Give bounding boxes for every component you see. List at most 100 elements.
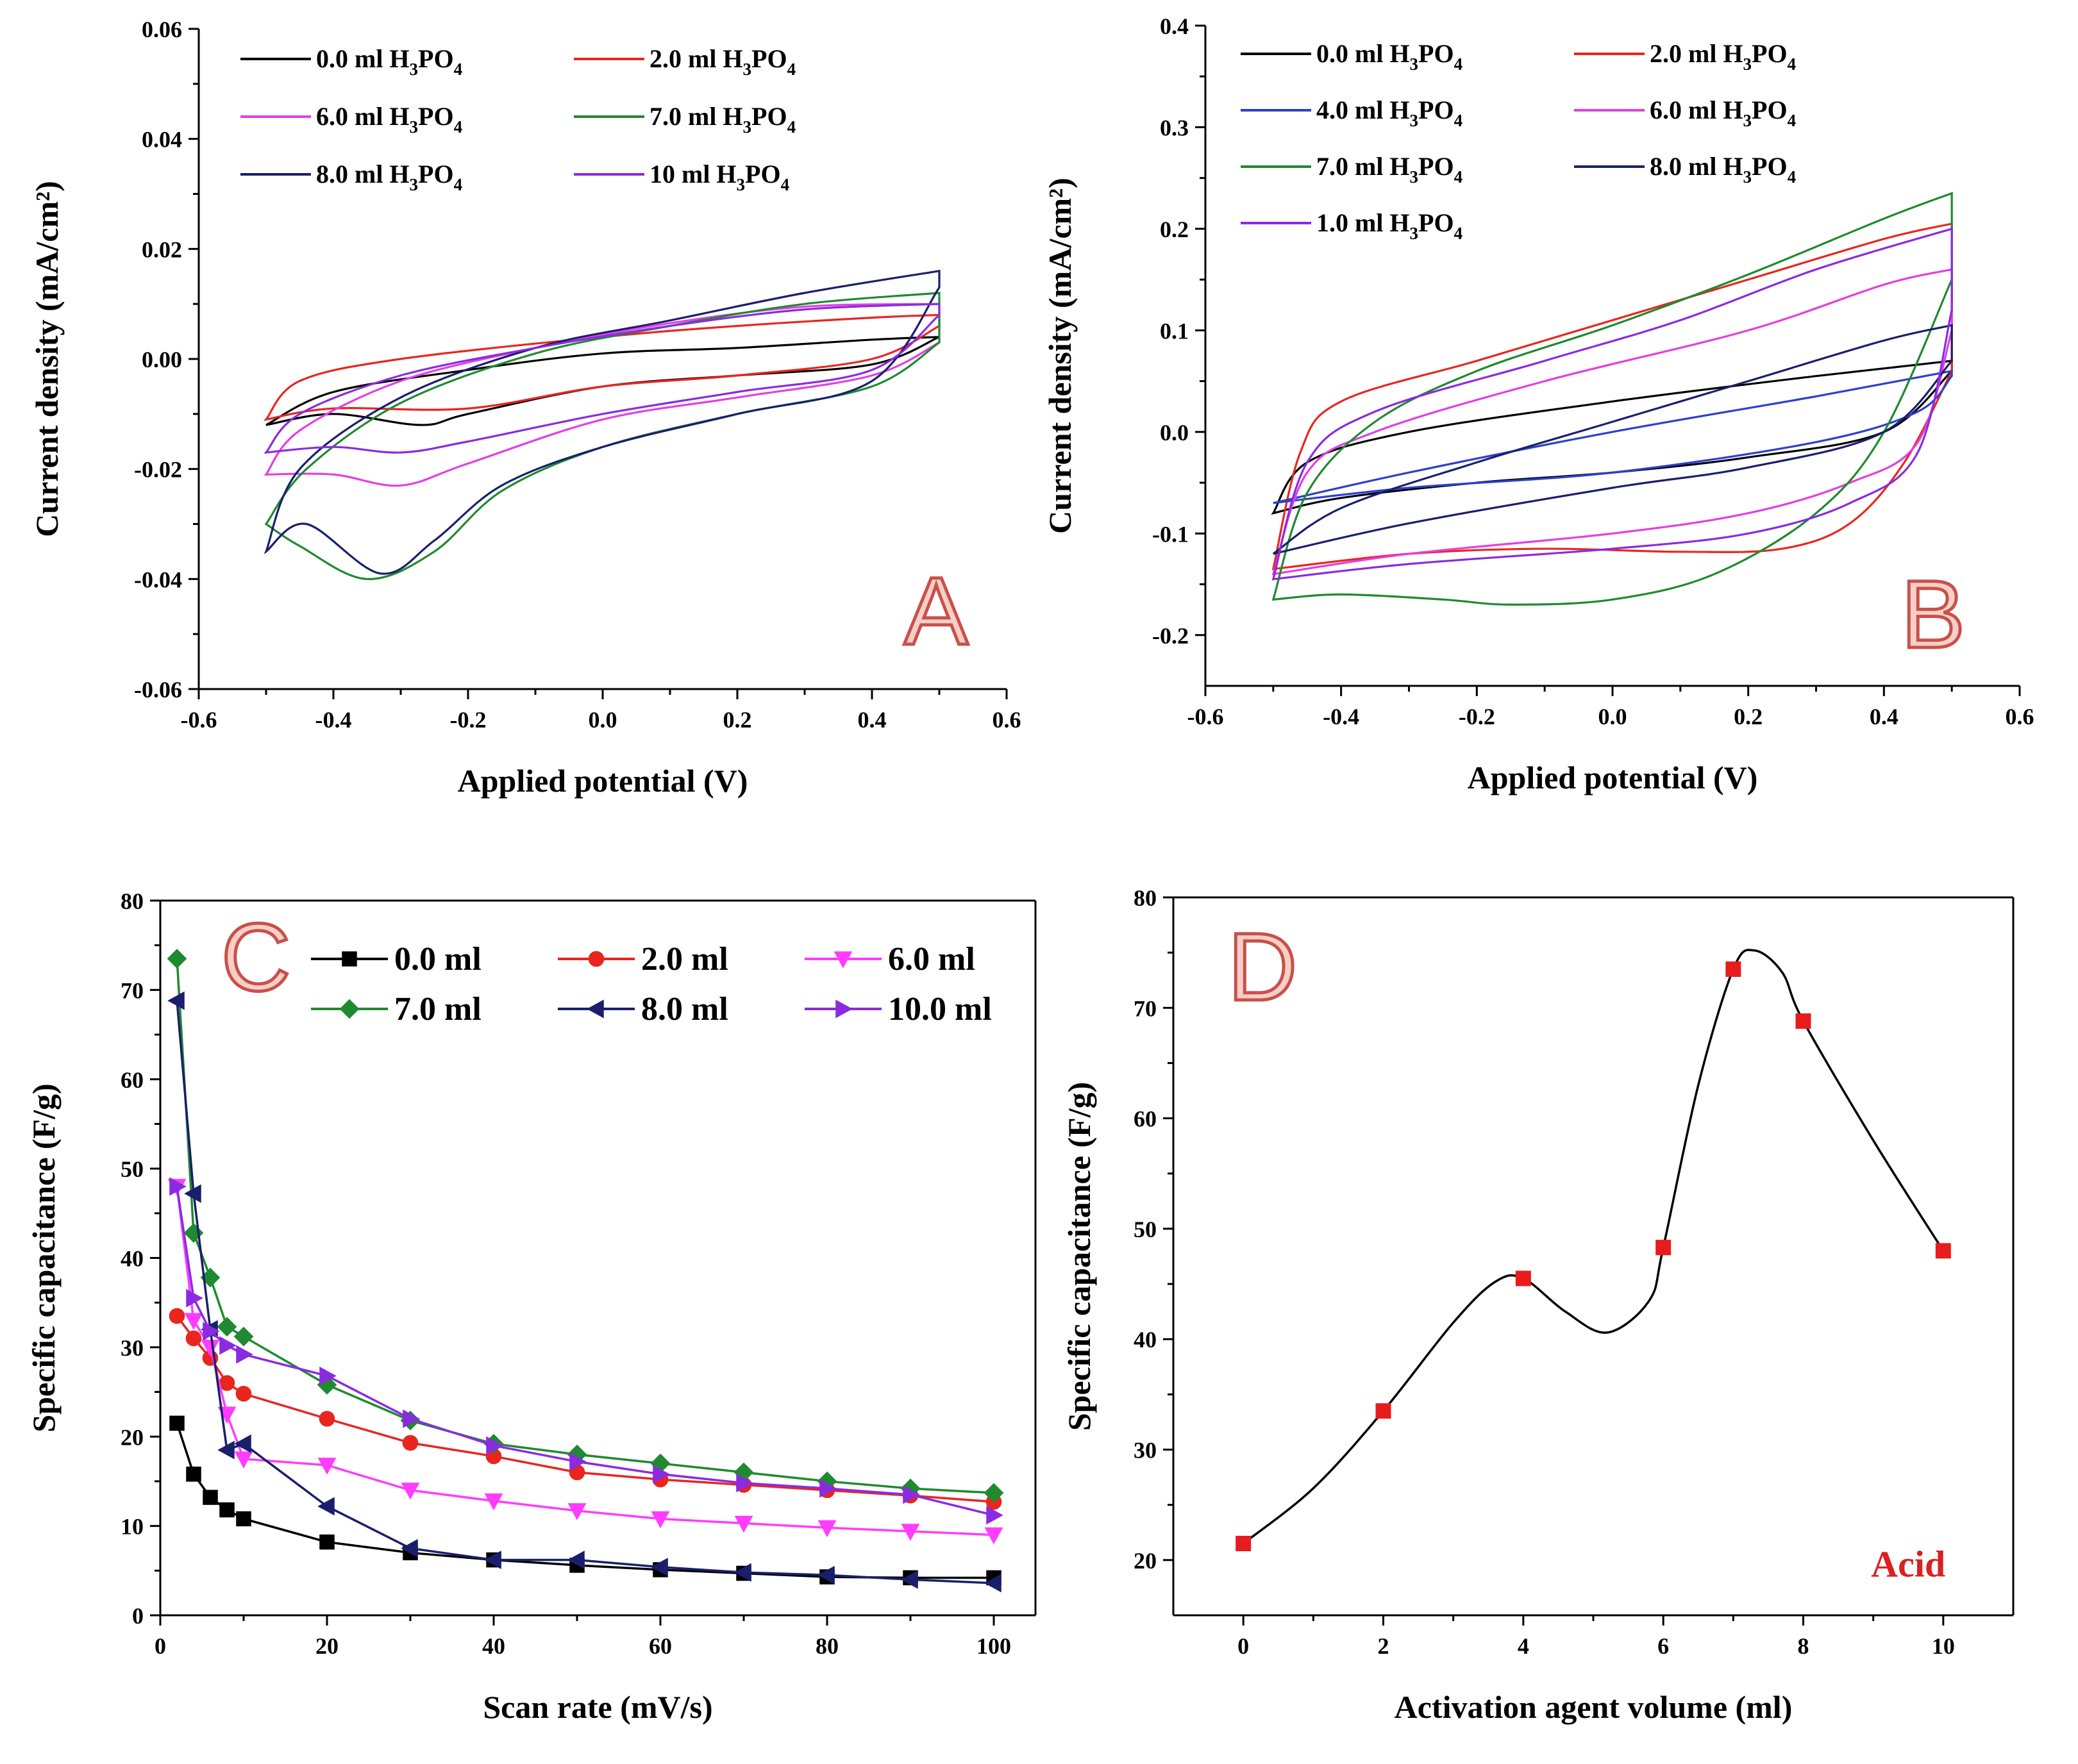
data-point [184, 1184, 201, 1203]
x-tick-label: -0.4 [315, 707, 352, 733]
x-tick-label: 10 [1932, 1633, 1955, 1659]
legend-entry: 7.0 ml H3PO4 [574, 102, 796, 137]
legend-entry: 8.0 ml H3PO4 [240, 160, 462, 194]
panel-d-chart: D 0 2 4 6 8 10 20 30 40 50 60 70 80 Activation agent … [1061, 885, 2015, 1725]
y-tick-label: -0.04 [134, 567, 182, 592]
legend-marker [339, 999, 360, 1019]
panel-a-chart: A -0.6 -0.4 -0.2 0.0 0.2 0.4 0.6 -0.06 -0.04 -0.0… [29, 17, 1021, 799]
series-line-8-0-ml [176, 1000, 994, 1585]
y-tick-label: 10 [121, 1514, 144, 1540]
data-point [169, 1415, 185, 1431]
y-tick-label: 40 [1134, 1327, 1157, 1352]
panel-c-chart: C 0 20 40 60 80 100 0 10 20 30 40 50 60 70 80 Scan rate… [26, 888, 1037, 1725]
panel-c-x-axis-title: Scan rate (mV/s) [483, 1689, 712, 1725]
data-point [219, 1502, 235, 1518]
x-tick-label: 0.6 [2006, 704, 2034, 729]
legend-label: 10.0 ml [888, 991, 992, 1028]
legend-entry: 6.0 ml H3PO4 [1574, 96, 1796, 130]
data-point [234, 1451, 253, 1469]
legend-entry: 7.0 ml [311, 991, 482, 1028]
panel-c-y-axis-title: Specific capacitance (F/g) [26, 1083, 62, 1432]
data-point [203, 1322, 220, 1341]
legend-label: 0.0 ml [394, 941, 482, 978]
data-point [234, 1434, 251, 1453]
data-point [986, 1506, 1003, 1525]
legend-marker [835, 999, 853, 1019]
data-point [317, 1458, 337, 1475]
panel-b-letter: B [1901, 560, 1965, 668]
y-tick-label: 0 [132, 1603, 144, 1629]
y-tick-label: 0.00 [142, 347, 182, 372]
legend-label: 6.0 ml H3PO4 [316, 102, 462, 137]
y-tick-label: -0.2 [1152, 623, 1189, 649]
data-point [169, 1177, 187, 1196]
data-point [167, 949, 187, 969]
data-point [817, 1520, 837, 1538]
x-tick-label: 4 [1518, 1633, 1529, 1659]
x-tick-label: 8 [1798, 1633, 1809, 1659]
y-tick-label: 60 [121, 1067, 144, 1093]
panel-a-x-axis-title: Applied potential (V) [458, 763, 748, 799]
legend-entry: 10 ml H3PO4 [574, 160, 789, 194]
legend-entry: 2.0 ml H3PO4 [574, 44, 796, 79]
y-tick-label: -0.02 [134, 457, 182, 483]
data-point [317, 1497, 335, 1516]
data-point [653, 1465, 670, 1484]
legend-entry: 8.0 ml [558, 991, 728, 1028]
data-point [1655, 1240, 1672, 1256]
y-tick-label: 0.0 [1160, 420, 1189, 445]
data-point [184, 1313, 203, 1330]
legend-entry: 4.0 ml H3PO4 [1241, 96, 1462, 130]
data-point [984, 1527, 1003, 1545]
data-point [169, 1308, 185, 1324]
y-tick-label: 30 [1134, 1438, 1157, 1463]
y-tick-label: 70 [121, 978, 144, 1003]
legend-entry: 8.0 ml H3PO4 [1574, 152, 1796, 187]
legend-entry: 2.0 ml [558, 941, 728, 978]
cv-loop-10-ml-h3po4 [264, 303, 941, 454]
data-point [736, 1474, 753, 1493]
cv-loop-4-0-ml-h3po4 [1273, 369, 1953, 504]
legend-marker [834, 951, 853, 969]
x-tick-label: 20 [315, 1633, 339, 1659]
y-tick-label: 0.06 [142, 17, 182, 42]
data-point [819, 1479, 837, 1498]
panel-a-letter: A [904, 557, 968, 665]
y-tick-label: 20 [121, 1424, 144, 1450]
x-tick-label: 6 [1657, 1633, 1669, 1659]
legend-label: 7.0 ml H3PO4 [1316, 152, 1462, 187]
cv-loop-0-0-ml-h3po4 [265, 336, 940, 426]
data-point [167, 991, 185, 1010]
data-point [401, 1539, 418, 1558]
y-tick-label: 80 [121, 888, 144, 914]
x-tick-label: 60 [649, 1633, 672, 1659]
data-point [403, 1409, 420, 1428]
legend-label: 2.0 ml H3PO4 [1650, 39, 1796, 74]
legend-label: 8.0 ml H3PO4 [1650, 152, 1796, 187]
x-tick-label: -0.6 [181, 707, 217, 733]
y-tick-label: 0.02 [142, 237, 182, 262]
data-point [233, 1326, 254, 1347]
y-tick-label: 0.1 [1160, 318, 1189, 344]
data-point [401, 1483, 420, 1500]
x-tick-label: 0.6 [993, 707, 1021, 733]
data-point [1725, 961, 1741, 977]
x-tick-label: 2 [1378, 1633, 1389, 1659]
data-point [319, 1367, 337, 1385]
data-point [236, 1511, 251, 1527]
y-tick-label: 0.04 [142, 127, 182, 153]
x-tick-label: 80 [816, 1633, 839, 1659]
x-tick-label: -0.2 [1459, 704, 1495, 729]
legend-label: 6.0 ml [888, 941, 975, 978]
legend-entry: 6.0 ml H3PO4 [240, 102, 462, 137]
legend-entry: 10.0 ml [805, 991, 992, 1028]
data-point [236, 1345, 253, 1364]
data-point [219, 1336, 237, 1355]
data-point [1375, 1403, 1391, 1419]
data-point [567, 1551, 585, 1570]
y-tick-label: 50 [121, 1156, 144, 1182]
x-tick-label: 0.2 [1734, 704, 1763, 729]
x-tick-label: 0.0 [589, 707, 617, 733]
x-tick-label: 0.4 [1870, 704, 1898, 729]
